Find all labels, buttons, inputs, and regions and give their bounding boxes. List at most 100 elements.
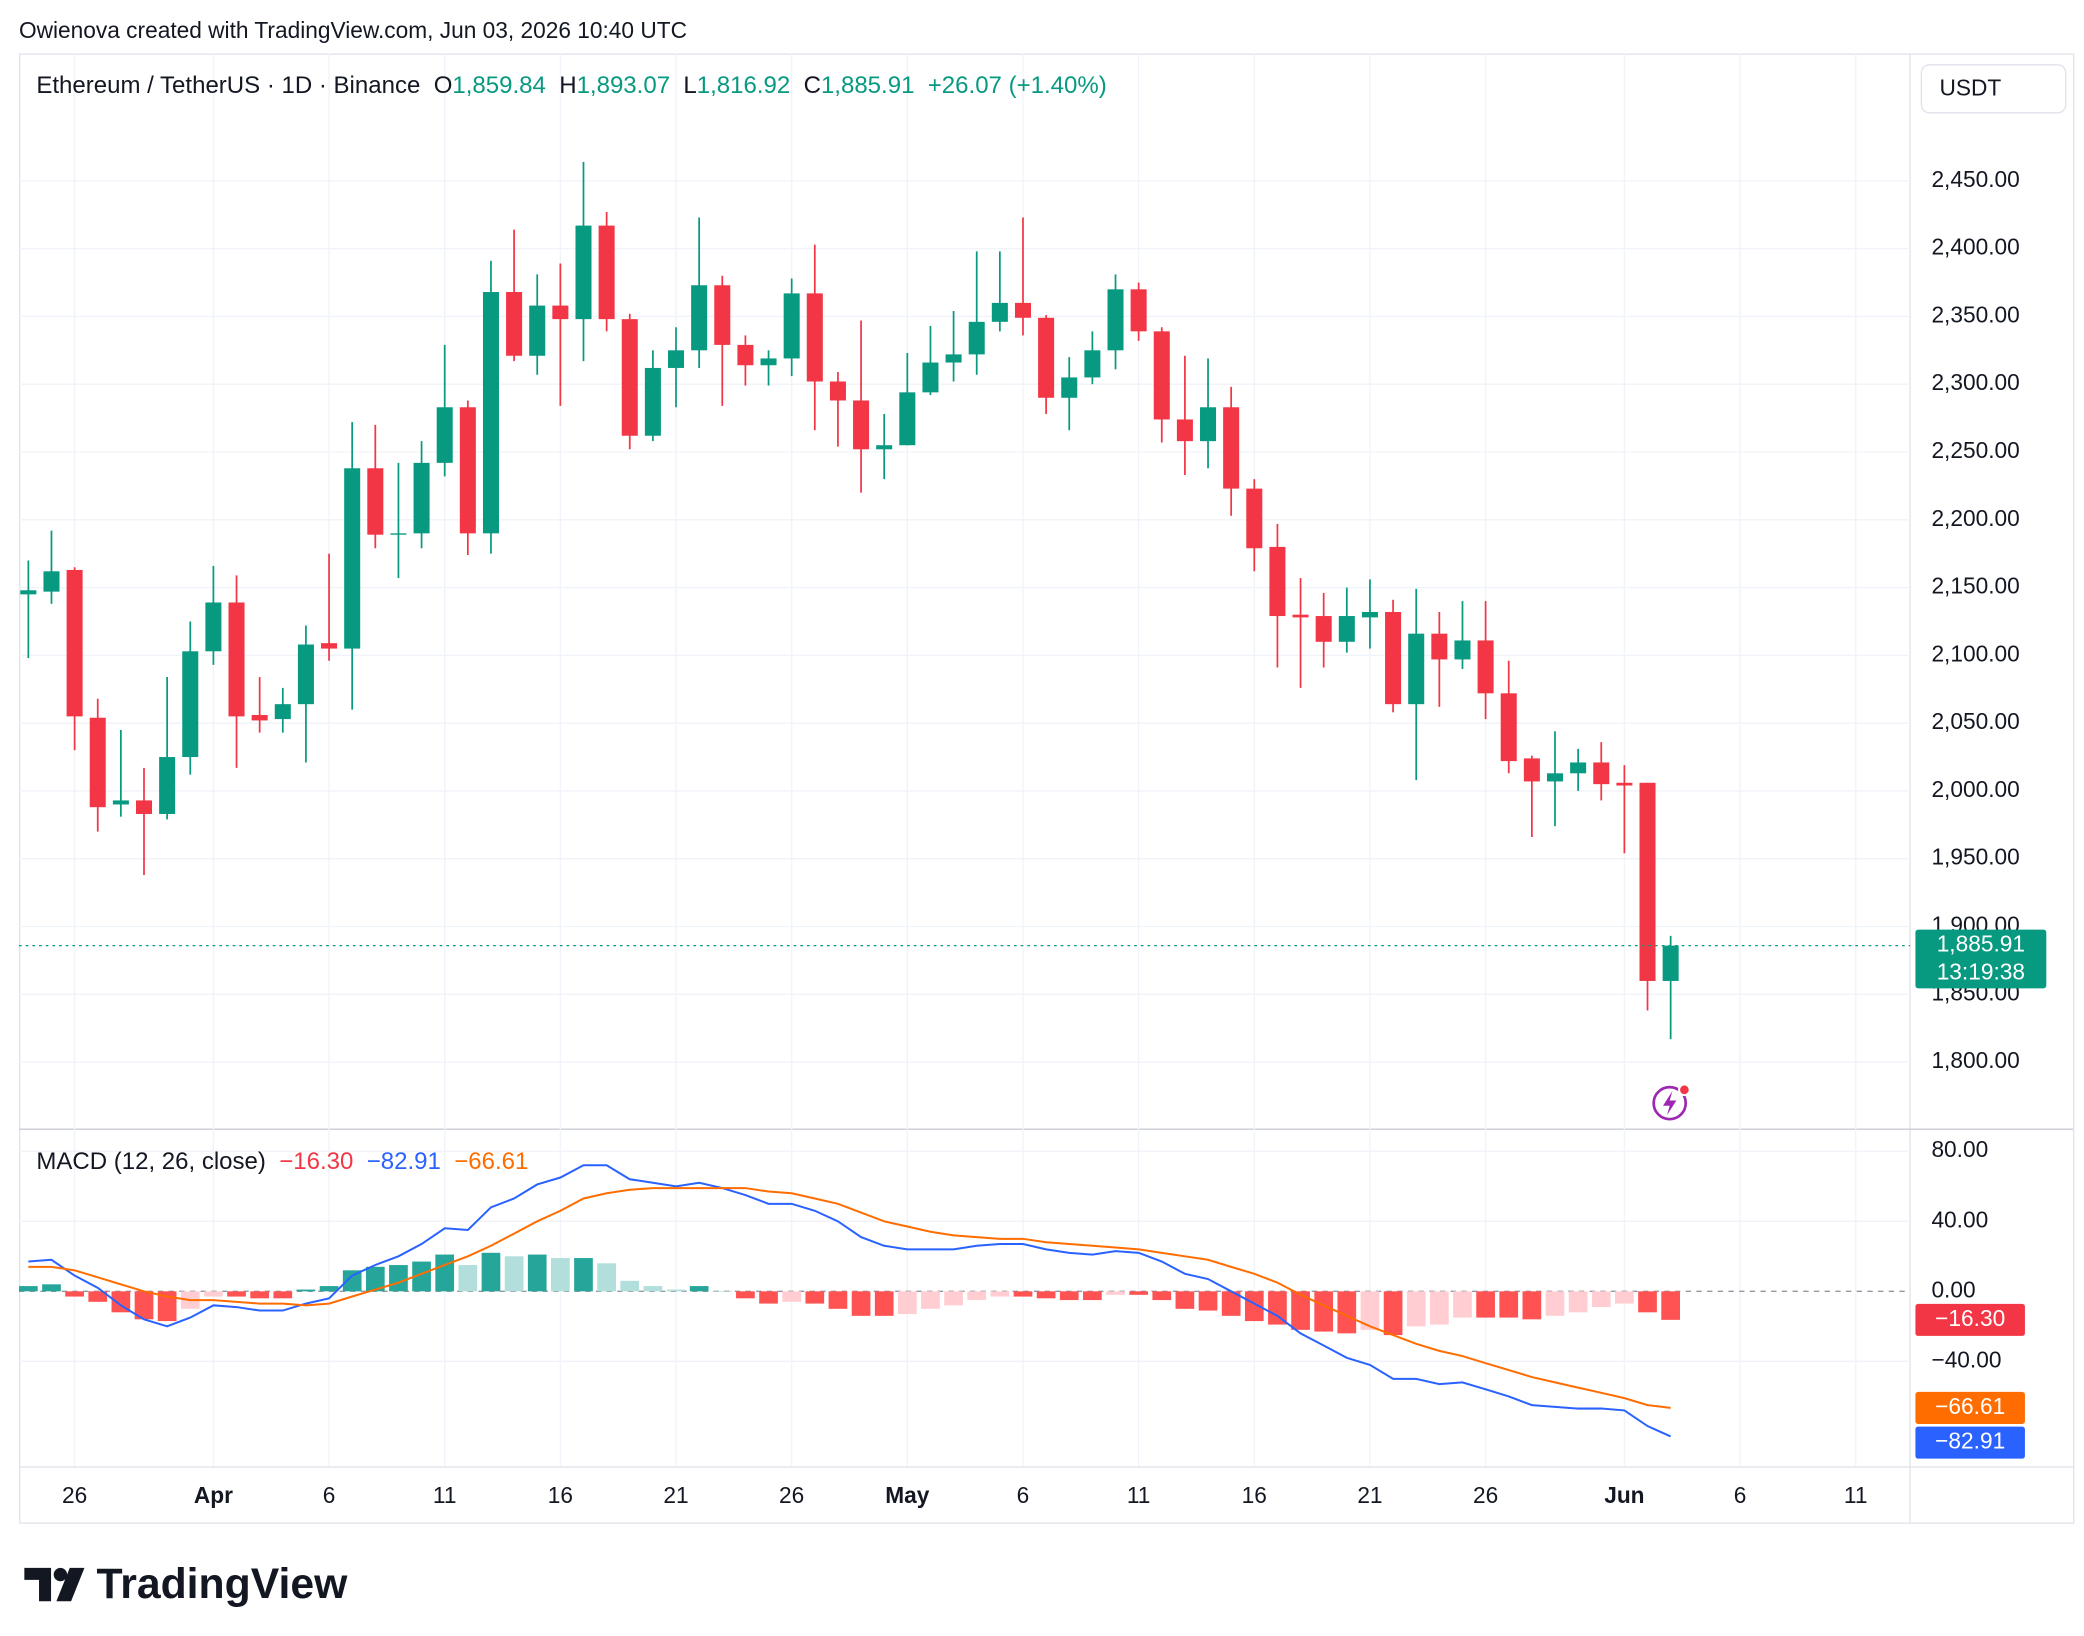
histogram-bar — [88, 1291, 108, 1302]
candle-body — [321, 643, 338, 649]
histogram-bar — [1175, 1291, 1195, 1309]
histogram-bar — [1129, 1291, 1148, 1295]
brand-name: TradingView — [96, 1560, 348, 1608]
histogram-bar — [643, 1286, 663, 1292]
histogram-bar — [1106, 1291, 1125, 1295]
candle-body — [1200, 407, 1217, 442]
candle-body — [1014, 302, 1031, 318]
y-tick-label: 2,250.00 — [1931, 437, 2019, 463]
histogram-bar — [1499, 1291, 1519, 1318]
candle-body — [1477, 640, 1494, 694]
y2-tick-label: 0.00 — [1931, 1276, 1975, 1302]
legend-key: C — [804, 72, 821, 99]
x-tick-label: 11 — [1127, 1482, 1151, 1508]
countdown: 13:19:38 — [1937, 959, 2025, 985]
alert-dot[interactable] — [1678, 1083, 1691, 1097]
alert-icon[interactable] — [1652, 1083, 1691, 1121]
candle-body — [112, 800, 129, 805]
histogram-bar — [874, 1291, 894, 1316]
x-tick-label: 16 — [1242, 1482, 1267, 1508]
histogram-bar — [1545, 1291, 1565, 1316]
legend-key: L — [683, 72, 696, 99]
histogram-bar — [435, 1254, 455, 1292]
legend-key: O — [434, 72, 453, 99]
histogram-bar — [1152, 1291, 1172, 1301]
x-tick-label: 26 — [1473, 1482, 1498, 1508]
histogram-bar — [1591, 1291, 1611, 1308]
candle-body — [436, 407, 453, 463]
candle-body — [1269, 546, 1286, 617]
x-tick-label: 6 — [1734, 1482, 1747, 1508]
histogram-bar — [319, 1286, 339, 1292]
histogram-bar — [273, 1291, 293, 1299]
histogram-bar — [1291, 1291, 1310, 1330]
histogram-bar — [1244, 1291, 1264, 1322]
histogram-bar — [551, 1258, 570, 1292]
histogram-bar — [1638, 1291, 1657, 1313]
candle-body — [1593, 762, 1610, 785]
y2-tick-label: 40.00 — [1931, 1206, 1988, 1232]
histogram-bar — [365, 1266, 385, 1292]
x-tick-label: 6 — [1017, 1482, 1030, 1508]
legend-value: 1,893.07 — [577, 72, 670, 99]
candle-body — [89, 717, 106, 808]
candle-body — [899, 392, 916, 446]
y2-tick-label: −40.00 — [1931, 1346, 2001, 1372]
histogram-bar — [1568, 1291, 1588, 1313]
histogram-bar — [851, 1291, 871, 1316]
histogram-bar — [1036, 1291, 1056, 1299]
histogram-bar — [204, 1291, 223, 1297]
candle-body — [1038, 317, 1055, 398]
histogram-bar — [1083, 1291, 1102, 1301]
candle-body — [159, 757, 176, 814]
candle-body — [205, 602, 222, 652]
value-label-box — [1915, 1391, 2025, 1424]
candle-body — [228, 602, 245, 717]
histogram-bar — [828, 1291, 848, 1309]
candle-body — [853, 400, 870, 450]
histogram-bar — [65, 1291, 84, 1297]
currency-button-box[interactable] — [1920, 64, 2067, 114]
histogram-bar — [1198, 1291, 1218, 1311]
candle-body — [783, 293, 800, 359]
currency-button[interactable]: USDT — [1920, 64, 2067, 114]
legend-value: 1,885.91 — [821, 72, 914, 99]
candle-body — [806, 293, 823, 382]
currency-label[interactable]: USDT — [1939, 74, 2001, 100]
last-price-label: 1,885.91 — [1937, 931, 2025, 957]
x-tick-label: 16 — [548, 1482, 573, 1508]
candle-body — [1500, 693, 1517, 762]
candle-body — [1061, 377, 1078, 398]
histogram-bar — [597, 1263, 616, 1292]
histogram-bar — [227, 1291, 246, 1297]
candle-body — [43, 571, 60, 592]
y-tick-label: 2,450.00 — [1931, 166, 2019, 192]
histogram-bar — [921, 1291, 940, 1309]
candle-body — [1639, 782, 1656, 981]
candle-body — [20, 590, 37, 595]
value-label: −66.61 — [1935, 1393, 2005, 1419]
histogram-bar — [1615, 1291, 1634, 1304]
histogram-bar — [1661, 1291, 1680, 1320]
candle-body — [251, 715, 268, 721]
histogram-bar — [782, 1291, 802, 1302]
y-tick-label: 1,950.00 — [1931, 844, 2019, 870]
candle-body — [575, 225, 592, 320]
brand-logo: TradingView — [24, 1560, 348, 1608]
macd-legend: MACD (12, 26, close) −16.30 −82.91 −66.61 — [36, 1149, 528, 1176]
macd-legend-value: −82.91 — [367, 1149, 441, 1176]
histogram-bar — [18, 1286, 38, 1292]
histogram-bar — [1360, 1291, 1380, 1330]
candle-body — [1153, 331, 1170, 420]
alert-bolt[interactable] — [1663, 1091, 1677, 1116]
histogram-bar — [157, 1291, 177, 1322]
logo-dot — [53, 1567, 68, 1582]
histogram-bar — [250, 1291, 270, 1299]
histogram-bar — [296, 1289, 316, 1292]
candle-body — [737, 344, 754, 366]
candle-body — [1361, 611, 1378, 618]
candle-body — [413, 462, 430, 534]
candle-body — [274, 704, 291, 720]
candle-body — [598, 225, 615, 320]
